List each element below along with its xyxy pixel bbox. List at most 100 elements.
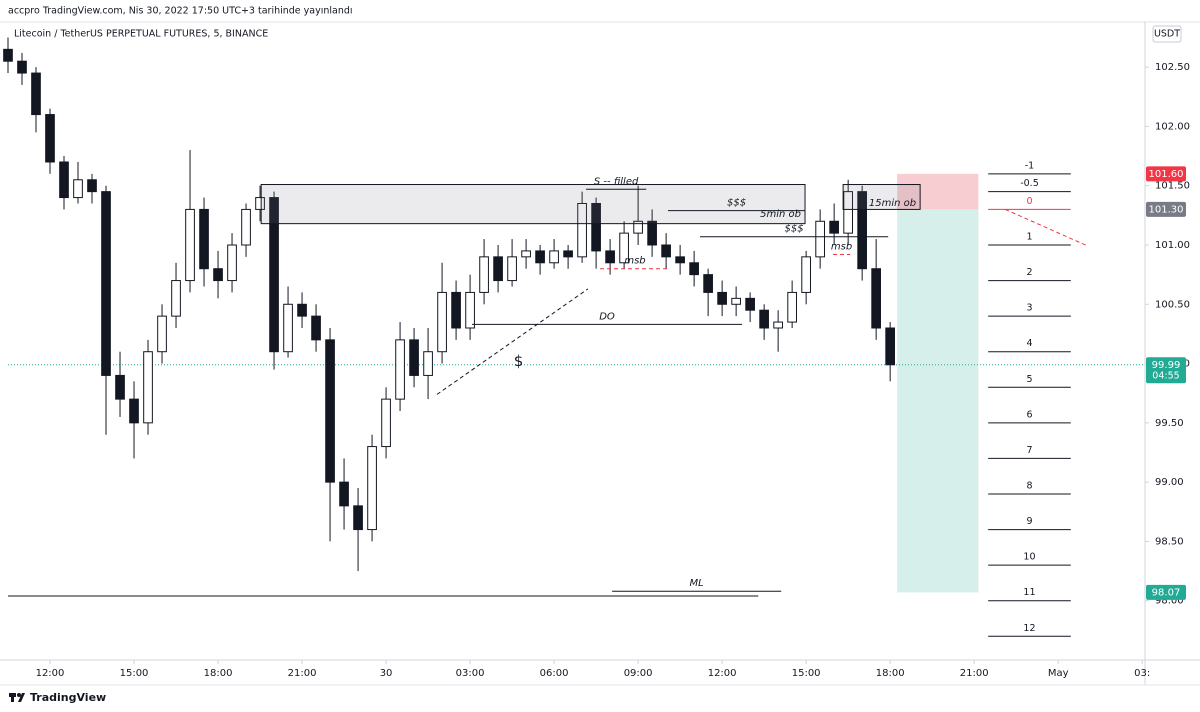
annotation-label: $$$ bbox=[727, 198, 746, 209]
x-tick-label: 03: bbox=[1134, 668, 1150, 679]
candle bbox=[73, 161, 83, 204]
candle-body bbox=[423, 351, 433, 376]
published-note: accpro TradingView.com, Nis 30, 2022 17:… bbox=[8, 6, 353, 17]
candle-body bbox=[773, 321, 783, 329]
candle bbox=[675, 244, 685, 275]
price-label: 101.60 bbox=[1149, 169, 1184, 180]
candle-body bbox=[493, 256, 503, 282]
level-label: 7 bbox=[1026, 445, 1032, 456]
candle bbox=[507, 239, 517, 287]
level-label: 4 bbox=[1026, 338, 1032, 349]
candle bbox=[479, 239, 489, 305]
candle bbox=[157, 304, 167, 364]
candle-body bbox=[675, 256, 685, 264]
candle bbox=[17, 52, 27, 85]
candle bbox=[493, 244, 503, 293]
candle bbox=[773, 310, 783, 352]
x-tick-label: 09:00 bbox=[624, 668, 653, 679]
candle-body bbox=[199, 208, 209, 270]
annotation-label: $ bbox=[514, 352, 524, 370]
candle-body bbox=[857, 191, 867, 270]
y-tick-label: 101.00 bbox=[1155, 240, 1190, 251]
candle-body bbox=[717, 291, 727, 305]
candle-body bbox=[703, 274, 713, 293]
candle-body bbox=[731, 297, 741, 305]
candle-body bbox=[17, 60, 27, 74]
level-label: 2 bbox=[1026, 267, 1032, 278]
y-tick-label: 99.50 bbox=[1155, 418, 1184, 429]
candle bbox=[311, 304, 321, 352]
candle bbox=[689, 250, 699, 287]
candle bbox=[241, 203, 251, 257]
candle-body bbox=[661, 244, 671, 258]
candle bbox=[143, 339, 153, 435]
candle bbox=[339, 458, 349, 530]
annotation-label: $$$ bbox=[785, 224, 804, 235]
candle-body bbox=[549, 250, 559, 264]
candle-body bbox=[185, 208, 195, 282]
candle-body bbox=[577, 202, 587, 258]
candle bbox=[549, 239, 559, 269]
candle-body bbox=[619, 232, 629, 264]
candle-body bbox=[297, 303, 307, 317]
currency[interactable]: USDT bbox=[1154, 29, 1180, 40]
x-tick-label: 12:00 bbox=[36, 668, 65, 679]
candle-body bbox=[885, 327, 895, 366]
candle bbox=[563, 244, 573, 269]
candle-body bbox=[689, 262, 699, 276]
candle bbox=[843, 179, 853, 245]
annotation-label: msb bbox=[624, 256, 645, 267]
candle bbox=[115, 351, 125, 417]
annotation-label: msb bbox=[831, 241, 852, 252]
candle bbox=[535, 244, 545, 275]
candle bbox=[171, 262, 181, 328]
candle bbox=[815, 209, 825, 269]
candle bbox=[465, 274, 475, 340]
candle bbox=[619, 221, 629, 269]
candle bbox=[591, 197, 601, 269]
candle bbox=[871, 239, 881, 340]
candle bbox=[423, 327, 433, 400]
candle bbox=[661, 233, 671, 269]
candle-body bbox=[87, 179, 97, 193]
candle-body bbox=[339, 481, 349, 507]
x-tick-label: 18:00 bbox=[876, 668, 905, 679]
candle bbox=[801, 250, 811, 305]
candle-body bbox=[367, 446, 377, 531]
candle bbox=[395, 322, 405, 411]
candle-body bbox=[45, 114, 55, 163]
candle-body bbox=[759, 309, 769, 329]
dashed-line bbox=[1005, 208, 1089, 247]
candle-body bbox=[115, 374, 125, 400]
candle-body bbox=[801, 256, 811, 293]
candle-body bbox=[843, 191, 853, 234]
annotation-label: DO bbox=[599, 311, 615, 322]
candle bbox=[703, 268, 713, 317]
stop-zone bbox=[897, 173, 979, 210]
currency-box[interactable] bbox=[1152, 25, 1182, 43]
plot-area: 5min ob 15min ob S -- filled $$$ $$$ msb msb DO… bbox=[3, 37, 1145, 637]
candle-body bbox=[479, 256, 489, 293]
logo bbox=[9, 693, 25, 702]
countdown: 04:55 bbox=[1152, 370, 1179, 381]
annotation-label: S -- filled bbox=[594, 176, 639, 187]
candle-body bbox=[31, 72, 41, 116]
price-label: 101.30 bbox=[1149, 204, 1184, 215]
candle bbox=[3, 37, 13, 74]
candle bbox=[283, 286, 293, 358]
candle bbox=[717, 280, 727, 317]
candle-body bbox=[325, 339, 335, 483]
candle-body bbox=[451, 291, 461, 329]
y-tick-label: 102.50 bbox=[1155, 62, 1190, 73]
level-label: 9 bbox=[1026, 516, 1032, 527]
level-label: 5 bbox=[1026, 374, 1032, 385]
candle bbox=[829, 203, 839, 245]
level-label: 0 bbox=[1026, 196, 1032, 207]
y-tick-label: 98.50 bbox=[1155, 536, 1184, 547]
candle-body bbox=[101, 191, 111, 376]
candle-body bbox=[787, 291, 797, 323]
candle-body bbox=[255, 197, 265, 210]
candle bbox=[297, 292, 307, 328]
